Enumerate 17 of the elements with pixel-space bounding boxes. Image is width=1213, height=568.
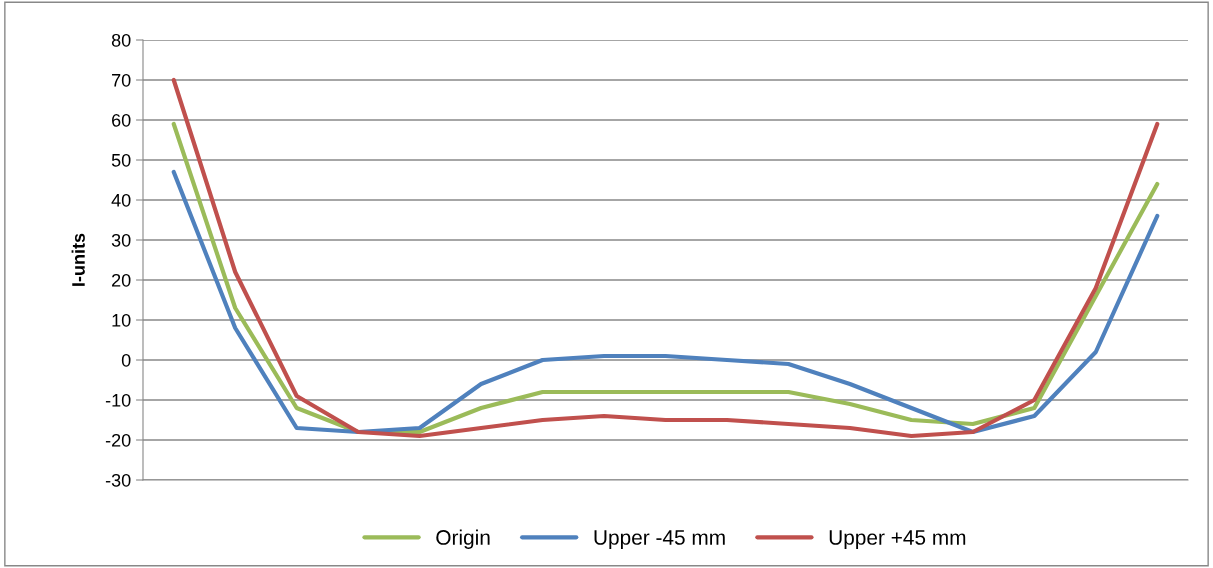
y-axis-title: I-units bbox=[71, 233, 85, 286]
y-tick-label: 30 bbox=[111, 233, 131, 247]
legend-label: Origin bbox=[436, 529, 490, 549]
y-tick-label: -30 bbox=[105, 473, 131, 487]
legend-label: Upper +45 mm bbox=[829, 530, 966, 549]
y-tick-label: 80 bbox=[111, 33, 131, 47]
y-tick-label: 10 bbox=[112, 313, 131, 327]
y-tick-label: 60 bbox=[112, 113, 131, 127]
y-tick-label: -20 bbox=[105, 433, 131, 447]
y-tick-label: 20 bbox=[112, 273, 131, 287]
legend-label: Upper -45 mm bbox=[594, 530, 725, 549]
y-tick-label: 0 bbox=[121, 353, 131, 367]
y-tick-label: 70 bbox=[112, 73, 131, 87]
y-tick-label: 40 bbox=[111, 193, 131, 207]
y-tick-label: 50 bbox=[111, 153, 131, 167]
y-tick-label: -10 bbox=[105, 393, 131, 407]
line-series bbox=[171, 169, 1160, 435]
